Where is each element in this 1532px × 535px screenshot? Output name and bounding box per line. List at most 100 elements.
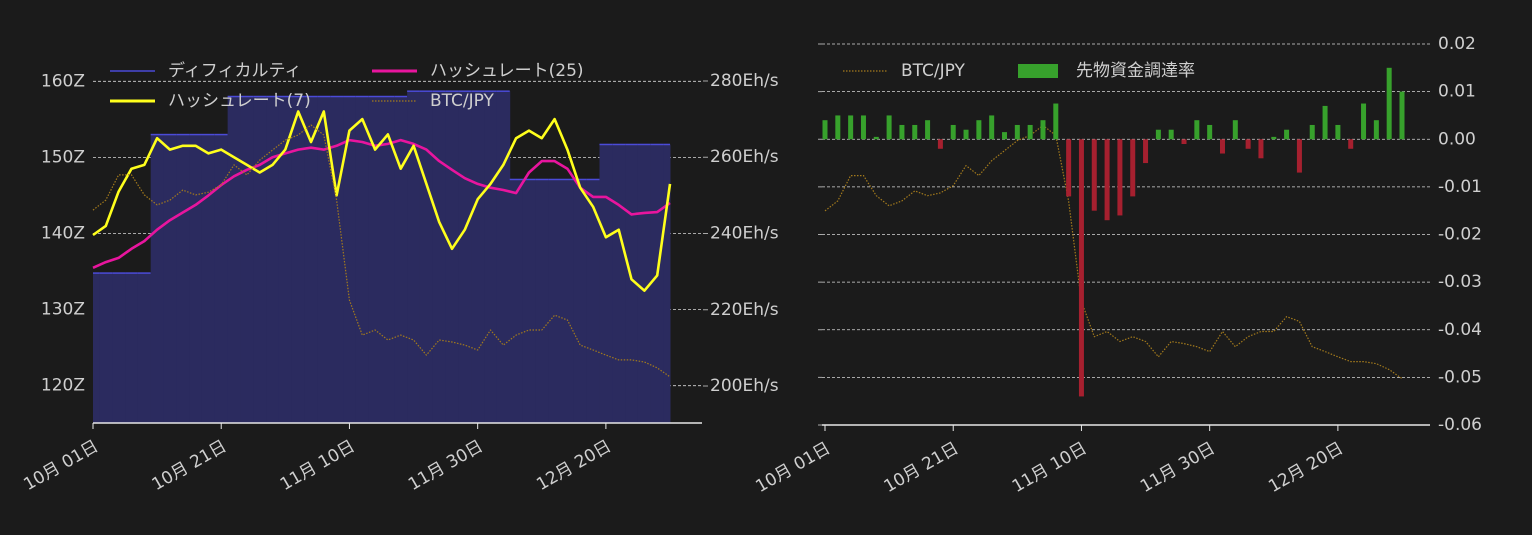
funding-bar <box>1027 124 1033 140</box>
funding-bar <box>1143 139 1149 164</box>
y2-tick-label: 220Eh/s <box>710 300 779 320</box>
y-tick-label: 140Z <box>41 224 85 244</box>
difficulty-area <box>201 134 216 423</box>
difficulty-area <box>471 91 485 423</box>
difficulty-area <box>304 96 318 423</box>
difficulty-area <box>240 96 254 423</box>
y-tick-label: 160Z <box>41 71 85 91</box>
y-tick-label: -0.02 <box>1438 225 1482 245</box>
difficulty-area <box>419 91 434 423</box>
funding-bar <box>873 136 879 140</box>
difficulty-area <box>189 134 203 423</box>
funding-bar <box>925 120 931 140</box>
x-tick-label: 11月 10日 <box>277 436 359 495</box>
difficulty-area <box>484 91 498 423</box>
x-tick-label: 10月 01日 <box>752 438 834 497</box>
funding-bar <box>963 129 969 140</box>
funding-bar <box>1361 103 1367 140</box>
y-tick-label: 130Z <box>41 300 85 320</box>
difficulty-area <box>381 96 395 423</box>
difficulty-area <box>535 179 549 423</box>
difficulty-area <box>125 273 139 423</box>
difficulty-area <box>573 179 588 423</box>
legend-swatch <box>1018 64 1058 78</box>
difficulty-area <box>93 273 100 423</box>
difficulty-area <box>291 96 306 423</box>
funding-bar <box>1104 139 1110 221</box>
funding-bar <box>976 120 982 140</box>
funding-bar <box>1296 139 1302 173</box>
difficulty-area <box>509 179 524 423</box>
difficulty-area <box>522 179 536 423</box>
funding-bar <box>1130 139 1136 197</box>
funding-bar <box>950 124 956 140</box>
y-tick-label: 0.00 <box>1438 129 1476 149</box>
difficulty-area <box>599 144 613 423</box>
difficulty-area <box>112 273 126 423</box>
funding-bar <box>1373 120 1379 140</box>
difficulty-area <box>548 179 562 423</box>
legend-label: BTC/JPY <box>430 91 495 111</box>
funding-bar <box>1117 139 1123 216</box>
difficulty-area <box>445 91 459 423</box>
funding-bar <box>1078 139 1084 397</box>
x-tick-label: 11月 30日 <box>405 436 487 495</box>
funding-bar <box>835 115 841 140</box>
funding-bar <box>1181 139 1187 145</box>
y-tick-label: -0.01 <box>1438 177 1482 197</box>
x-tick-label: 11月 10日 <box>1009 438 1091 497</box>
funding-bar <box>848 115 854 140</box>
funding-bar <box>1399 91 1405 140</box>
y2-tick-label: 240Eh/s <box>710 224 779 244</box>
x-tick-label: 10月 21日 <box>149 436 231 495</box>
funding-bar <box>1066 139 1072 197</box>
funding-bar <box>937 139 943 149</box>
funding-bar <box>1091 139 1097 211</box>
y-tick-label: 120Z <box>41 376 85 396</box>
funding-bar <box>1155 129 1161 140</box>
funding-bar <box>1014 124 1020 140</box>
x-tick-label: 10月 01日 <box>20 436 102 495</box>
difficulty-area <box>650 144 665 423</box>
funding-bar <box>989 115 995 140</box>
funding-bar <box>1245 139 1251 149</box>
difficulty-area <box>253 96 267 423</box>
difficulty-area <box>663 144 671 423</box>
difficulty-area <box>458 91 472 423</box>
difficulty-area <box>163 134 177 423</box>
x-tick-label: 11月 30日 <box>1137 438 1219 497</box>
x-tick-label: 10月 21日 <box>881 438 963 497</box>
difficulty-area <box>266 96 280 423</box>
funding-bar <box>1207 124 1213 140</box>
series-line <box>92 110 672 292</box>
difficulty-area <box>586 179 600 423</box>
y-tick-label: -0.04 <box>1438 320 1482 340</box>
chart: 120Z 130Z 140Z 150Z 160Z 200Eh/s 220Eh/s 240Eh/… <box>20 60 778 495</box>
y2-tick-label: 280Eh/s <box>710 71 779 91</box>
funding-bar <box>1284 129 1290 140</box>
difficulty-area <box>227 96 241 423</box>
funding-bar <box>1194 120 1200 140</box>
y-tick-label: 150Z <box>41 147 85 167</box>
difficulty-area <box>150 134 165 423</box>
difficulty-area <box>278 96 293 423</box>
difficulty-area <box>612 144 626 423</box>
funding-bar <box>1168 129 1174 140</box>
y-tick-label: 0.01 <box>1438 82 1476 102</box>
y-tick-label: -0.06 <box>1438 415 1482 435</box>
legend-label: BTC/JPY <box>901 61 966 81</box>
difficulty-area <box>99 273 113 423</box>
funding-bar <box>1258 139 1264 159</box>
y2-tick-label: 260Eh/s <box>710 147 779 167</box>
series-line <box>92 138 671 269</box>
funding-bar <box>899 124 905 140</box>
series-line <box>824 124 1403 380</box>
funding-bar <box>1040 120 1046 140</box>
funding-bar <box>1386 67 1392 140</box>
funding-bar <box>1053 103 1059 140</box>
funding-bar <box>822 120 828 140</box>
y-tick-label: 0.02 <box>1438 34 1476 54</box>
funding-bar <box>886 115 892 140</box>
funding-bar <box>860 115 866 140</box>
